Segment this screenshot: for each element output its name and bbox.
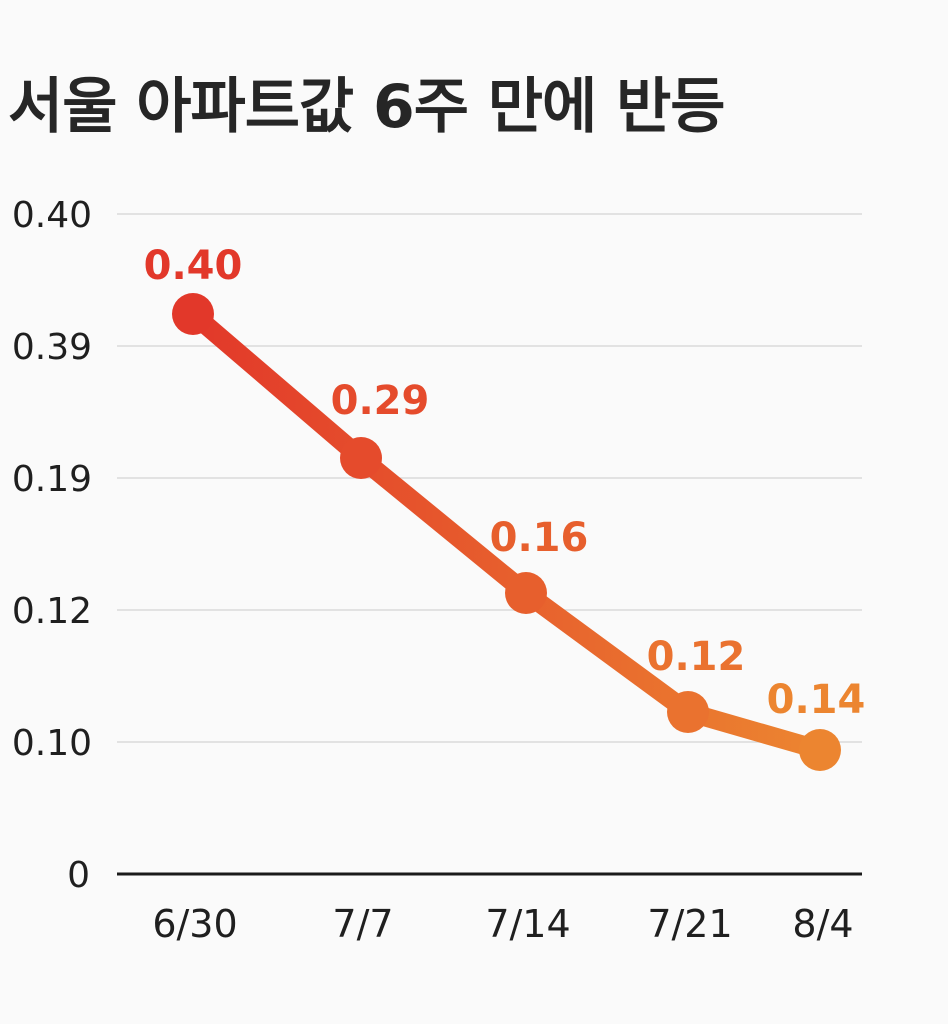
x-tick-label: 7/14 xyxy=(485,902,570,946)
data-point xyxy=(799,729,841,771)
x-tick-label: 7/7 xyxy=(332,902,393,946)
y-ticks: 0 0.10 0.12 0.19 0.39 0.40 xyxy=(12,195,92,896)
data-label: 0.16 xyxy=(490,515,589,561)
data-label: 0.14 xyxy=(767,677,866,723)
data-point xyxy=(505,572,547,614)
chart-title: 서울 아파트값 6주 만에 반등 xyxy=(8,72,726,142)
data-label: 0.40 xyxy=(144,243,243,289)
y-tick-label: 0.39 xyxy=(12,327,92,368)
y-tick-label: 0.10 xyxy=(12,723,92,764)
data-point xyxy=(340,437,382,479)
grid-lines xyxy=(117,213,862,743)
x-tick-label: 8/4 xyxy=(792,902,853,946)
data-labels: 0.40 0.29 0.16 0.12 0.14 xyxy=(144,243,866,723)
y-tick-label: 0.12 xyxy=(12,591,92,632)
x-tick-label: 7/21 xyxy=(647,902,732,946)
x-ticks: 6/30 7/7 7/14 7/21 8/4 xyxy=(152,902,853,946)
data-points xyxy=(172,293,841,771)
x-tick-label: 6/30 xyxy=(152,902,237,946)
data-point xyxy=(667,691,709,733)
y-tick-label: 0.40 xyxy=(12,195,92,236)
data-label: 0.12 xyxy=(647,634,746,680)
data-label: 0.29 xyxy=(331,378,430,424)
y-tick-label: 0.19 xyxy=(12,459,92,500)
y-tick-label: 0 xyxy=(67,855,90,896)
data-point xyxy=(172,293,214,335)
